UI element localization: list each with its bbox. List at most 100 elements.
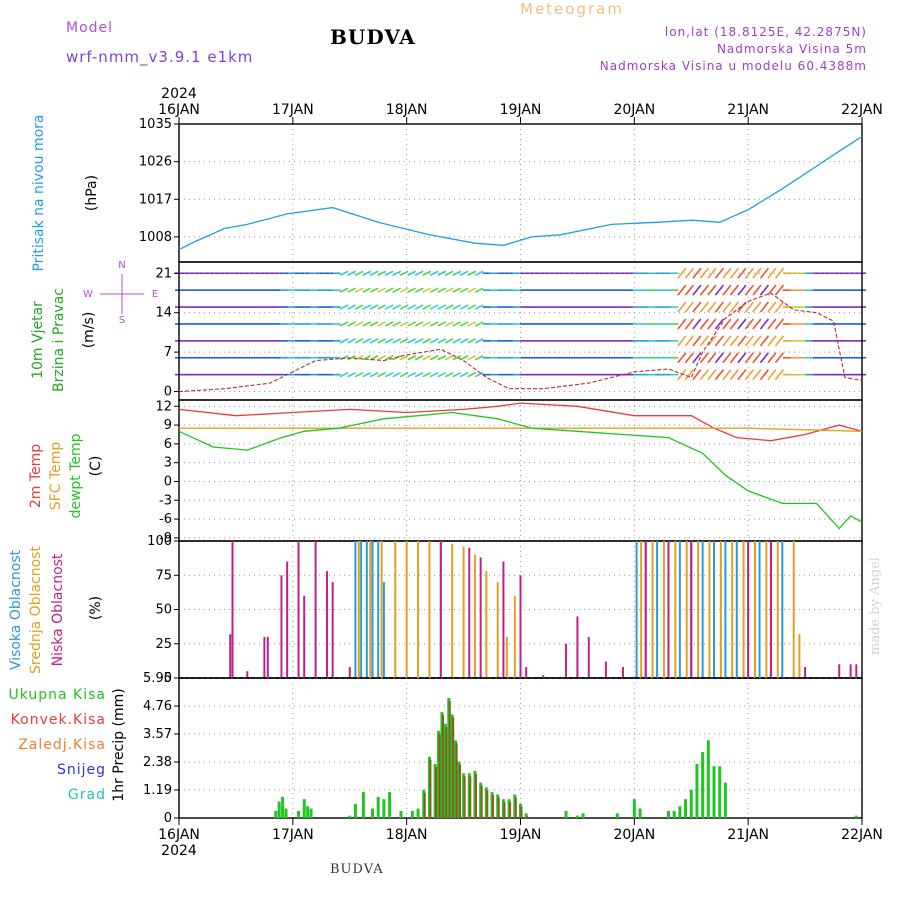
wind-barb <box>444 304 454 310</box>
wind-barb <box>467 270 477 276</box>
wind-barb <box>444 338 454 344</box>
wind-barb <box>467 355 477 361</box>
precip-bar <box>348 815 352 818</box>
cloud-high-title: Visoka Oblacnost <box>8 549 24 670</box>
x-year-label-top: 2024 <box>161 86 197 102</box>
wind-barb <box>339 304 349 310</box>
wind-barb <box>759 369 770 381</box>
wind-barb <box>699 301 710 313</box>
dewpt-line <box>178 411 863 530</box>
wind-barb <box>347 270 356 276</box>
wind-barb <box>362 287 371 293</box>
wind-barb <box>429 355 439 361</box>
wind-barb <box>722 369 732 381</box>
wind-barb <box>422 371 432 378</box>
wind-barb <box>677 284 687 296</box>
wind-barb <box>767 369 777 381</box>
wind-barb <box>444 371 454 378</box>
wind-barb <box>744 352 755 364</box>
wind-barb <box>407 338 417 344</box>
wind-barb <box>692 284 702 296</box>
wind-barb <box>407 371 417 378</box>
precip-bar <box>376 796 380 818</box>
precip-conv-bar <box>429 759 432 818</box>
x-tick-label-bottom: 21JAN <box>727 827 769 843</box>
wind-barb <box>362 321 371 327</box>
compass-north: N <box>118 260 125 271</box>
wind-barb <box>684 284 694 296</box>
wind-barb <box>774 335 785 347</box>
wind-barb <box>339 321 349 327</box>
x-tick-label-top: 17JAN <box>272 102 314 118</box>
model-label: Model <box>66 20 114 36</box>
wind-barb <box>354 355 364 361</box>
chart-kind-label: Meteogram <box>520 0 624 18</box>
wind-barb <box>452 287 462 293</box>
footer-station: BUDVA <box>330 862 384 877</box>
wind-barb <box>729 352 740 364</box>
y-tick-label: 1035 <box>139 117 172 132</box>
precip-bar <box>695 763 699 818</box>
precip-bar <box>281 796 285 818</box>
x-tick-label-top: 21JAN <box>727 102 769 118</box>
wind-barb <box>392 304 402 310</box>
precip-conv-bar <box>448 701 451 818</box>
wind-barb <box>752 318 762 330</box>
compass-south: S <box>119 315 125 326</box>
y-tick-label: 1.19 <box>143 783 172 798</box>
wind-barb <box>384 304 394 310</box>
wind-barb <box>714 318 725 330</box>
wind-barb <box>339 338 349 344</box>
wind-barb <box>369 287 379 293</box>
wind-barb <box>467 304 477 310</box>
wind-barb <box>422 287 432 293</box>
wind-barb <box>377 371 387 378</box>
wind-barb <box>744 318 755 330</box>
wind-barb <box>729 335 740 347</box>
precip-bar <box>410 810 414 818</box>
wind-barb <box>399 304 409 310</box>
wind-barb <box>452 371 462 378</box>
wind-barb <box>752 301 762 313</box>
wind-barb <box>729 284 740 296</box>
wind-title-line1: 10m Vjetar <box>30 301 46 379</box>
wind-barb <box>362 338 371 344</box>
cloud-mid-title: Srednja Oblacnost <box>28 546 44 674</box>
wind-barb <box>474 355 484 361</box>
model-altitude-label: Nadmorska Visina u modelu 60.4388m <box>599 59 867 73</box>
x-tick-label-bottom: 16JAN <box>158 827 200 843</box>
precip-bar <box>854 815 858 818</box>
wind-barb <box>444 287 454 293</box>
y-tick-label: -6 <box>159 512 172 527</box>
cloud-low-title: Niska Oblacnost <box>50 553 66 666</box>
y-tick-label: 21 <box>155 266 172 281</box>
wind-barb <box>744 301 755 313</box>
precip-conv-bar <box>492 795 495 818</box>
precip-bar <box>672 810 676 818</box>
wind-barb <box>444 355 454 361</box>
wind-barb <box>429 287 439 293</box>
wind-barb <box>722 301 732 313</box>
wind-barb <box>767 284 777 296</box>
precip-conv-bar <box>474 773 477 818</box>
wind-barb <box>392 338 402 344</box>
precip-legend-item: Ukupna Kisa <box>8 687 106 703</box>
wind-barb <box>347 338 356 344</box>
wind-barb <box>339 287 349 293</box>
wind-barb <box>467 371 477 378</box>
precip-bar <box>575 815 579 818</box>
wind-barb <box>369 304 379 310</box>
y-tick-label: 2.38 <box>143 755 172 770</box>
wind-barb <box>384 321 394 327</box>
precip-conv-bar <box>520 806 523 818</box>
wind-barb <box>744 335 755 347</box>
wind-barb <box>692 369 702 381</box>
precip-legend-item: Konvek.Kisa <box>11 712 106 728</box>
wind-barb <box>692 267 702 279</box>
y-tick-label: 6 <box>164 437 172 452</box>
precip-conv-bar <box>435 766 438 818</box>
precip-legend-item: Grad <box>68 787 106 803</box>
wind-barb <box>759 352 770 364</box>
wind-barb <box>422 304 432 310</box>
precip-bar <box>297 810 301 818</box>
